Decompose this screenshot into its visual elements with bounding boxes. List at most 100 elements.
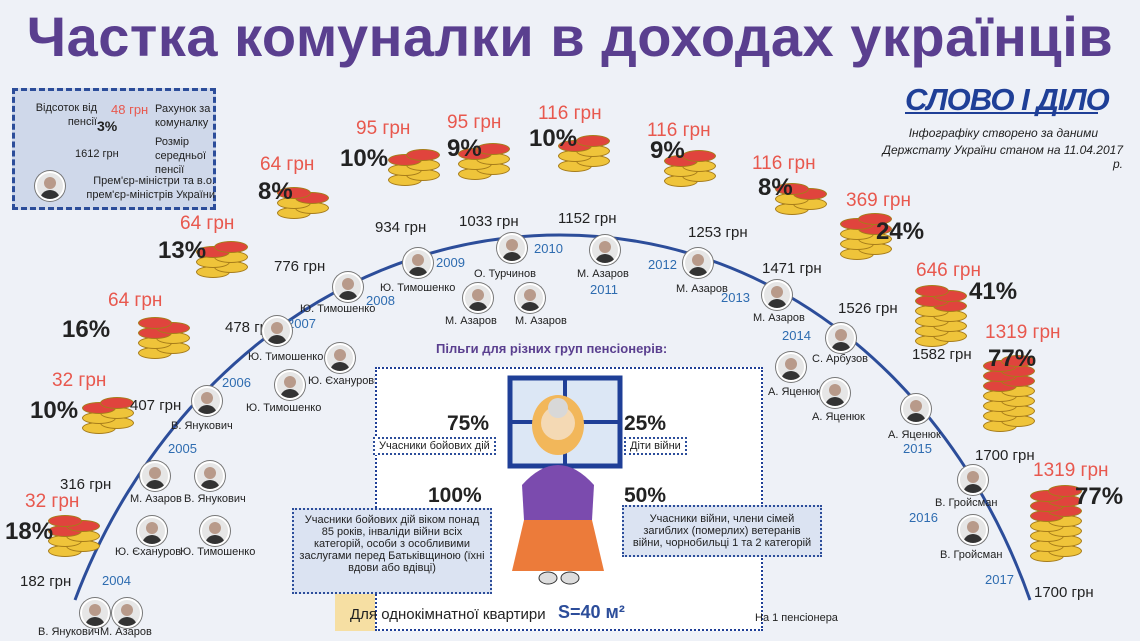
point-year: 2011 bbox=[590, 282, 618, 297]
point-year: 2008 bbox=[366, 293, 395, 308]
point-pension: 1471 грн bbox=[762, 260, 822, 277]
point-pension: 1253 грн bbox=[688, 224, 748, 241]
point-year: 2005 bbox=[168, 441, 197, 456]
point-payment: 95 грн bbox=[356, 118, 411, 139]
point-payment: 64 грн bbox=[260, 154, 315, 175]
pm-avatar bbox=[826, 323, 856, 353]
pm-name: В. Янукович bbox=[38, 626, 100, 638]
pm-avatar bbox=[762, 280, 792, 310]
point-pension: 1526 грн bbox=[838, 300, 898, 317]
point-pct: 8% bbox=[758, 174, 793, 201]
coin bbox=[476, 143, 510, 155]
point-payment: 116 грн bbox=[752, 153, 816, 174]
window-and-pensioner bbox=[507, 375, 623, 585]
legend-pm-label: Прем'єр-міністри та в.о. прем'єр-міністр… bbox=[86, 175, 215, 201]
pm-name: М. Азаров bbox=[130, 493, 182, 505]
floor-label: Для однокімнатної квартири bbox=[350, 606, 546, 623]
coin bbox=[138, 317, 172, 329]
point-payment: 1319 грн bbox=[1033, 460, 1109, 481]
coin bbox=[915, 285, 949, 297]
point-pct: 9% bbox=[650, 137, 685, 164]
benefit-50-desc: Учасники війни, члени сімей загиблих (по… bbox=[622, 505, 822, 557]
pm-name: В. Янукович bbox=[184, 493, 246, 505]
coin bbox=[406, 149, 440, 161]
per-pensioner-label: На 1 пенсіонера bbox=[755, 612, 838, 624]
coin bbox=[277, 187, 311, 199]
pm-name: А. Яценюк bbox=[888, 429, 941, 441]
point-year: 2007 bbox=[287, 316, 316, 331]
pm-avatar bbox=[137, 516, 167, 546]
coin bbox=[1048, 485, 1082, 497]
logo-underline bbox=[905, 112, 1098, 114]
pm-avatar bbox=[683, 248, 713, 278]
coin bbox=[48, 515, 82, 527]
coin bbox=[1001, 355, 1035, 367]
pm-avatar bbox=[958, 465, 988, 495]
legend-payment-example: 48 грн bbox=[111, 102, 149, 117]
coin bbox=[100, 397, 134, 409]
pm-avatar bbox=[497, 233, 527, 263]
point-year: 2012 bbox=[648, 257, 677, 272]
pm-avatar bbox=[590, 235, 620, 265]
point-pension: 1582 грн bbox=[912, 346, 972, 363]
point-payment: 95 грн bbox=[447, 112, 502, 133]
legend: Відсоток від пенсії 3% 48 грн Рахунок за… bbox=[12, 88, 216, 210]
point-pension: 316 грн bbox=[60, 476, 112, 493]
legend-payment-label: Рахунок за комуналку bbox=[155, 103, 211, 129]
pm-name: М. Азаров bbox=[515, 315, 567, 327]
point-pct: 10% bbox=[340, 145, 389, 172]
coin bbox=[214, 241, 248, 253]
pm-avatar bbox=[776, 352, 806, 382]
point-payment: 369 грн bbox=[846, 190, 911, 211]
legend-pension-example: 1612 грн bbox=[75, 148, 119, 160]
point-pct: 10% bbox=[529, 125, 578, 152]
coin bbox=[775, 183, 809, 195]
pm-avatar bbox=[958, 515, 988, 545]
point-year: 2015 bbox=[903, 441, 932, 456]
legend-pct-example: 3% bbox=[97, 118, 118, 134]
pm-name: М. Азаров bbox=[753, 312, 805, 324]
pm-name: О. Турчинов bbox=[474, 268, 536, 280]
page-title: Частка комуналки в доходах українців bbox=[26, 5, 1114, 68]
pm-avatar bbox=[403, 248, 433, 278]
pm-name: М. Азаров bbox=[100, 626, 152, 638]
point-pct: 13% bbox=[158, 237, 207, 264]
benefit-50-pct: 50% bbox=[624, 484, 667, 507]
pm-name: М. Азаров bbox=[445, 315, 497, 327]
pm-avatar bbox=[200, 516, 230, 546]
point-pct: 16% bbox=[62, 316, 111, 343]
point-pension: 1700 грн bbox=[1034, 584, 1094, 601]
pm-avatar bbox=[262, 316, 292, 346]
point-payment: 1319 грн bbox=[985, 322, 1061, 343]
coin bbox=[682, 150, 716, 162]
pm-name: Ю. Тимошенко bbox=[246, 402, 322, 414]
point-pct: 10% bbox=[30, 397, 79, 424]
point-pension: 776 грн bbox=[274, 258, 326, 275]
point-pct: 77% bbox=[988, 345, 1037, 372]
pm-name: Ю. Тимошенко bbox=[300, 303, 376, 315]
point-year: 2017 bbox=[985, 572, 1014, 587]
pm-name: Ю. Єханурові bbox=[308, 375, 377, 387]
pm-name: Ю. Тимошенко bbox=[380, 282, 456, 294]
area-label: S=40 м² bbox=[558, 602, 625, 622]
point-year: 2004 bbox=[102, 573, 131, 588]
legend-pct-label: Відсоток від пенсії bbox=[35, 102, 97, 128]
point-payment: 116 грн bbox=[538, 103, 602, 124]
point-year: 2010 bbox=[534, 241, 563, 256]
legend-avatar bbox=[35, 171, 65, 201]
pm-avatar bbox=[463, 283, 493, 313]
point-payment: 32 грн bbox=[25, 491, 80, 512]
point-payment: 116 грн bbox=[647, 120, 711, 141]
arc-line bbox=[73, 233, 1032, 601]
point-pension: 934 грн bbox=[375, 219, 427, 236]
pm-name: А. Яценюк bbox=[812, 411, 865, 423]
pm-avatar bbox=[195, 461, 225, 491]
point-payment: 64 грн bbox=[108, 290, 163, 311]
coin bbox=[858, 213, 892, 225]
pm-avatar bbox=[112, 598, 142, 628]
source-line-1: Інфографіку створено за даними bbox=[908, 126, 1098, 140]
pm-avatar bbox=[325, 343, 355, 373]
benefit-75-pct: 75% bbox=[447, 412, 490, 435]
pm-name: Ю. Єхануров bbox=[115, 546, 182, 558]
benefit-100-pct: 100% bbox=[428, 484, 482, 507]
